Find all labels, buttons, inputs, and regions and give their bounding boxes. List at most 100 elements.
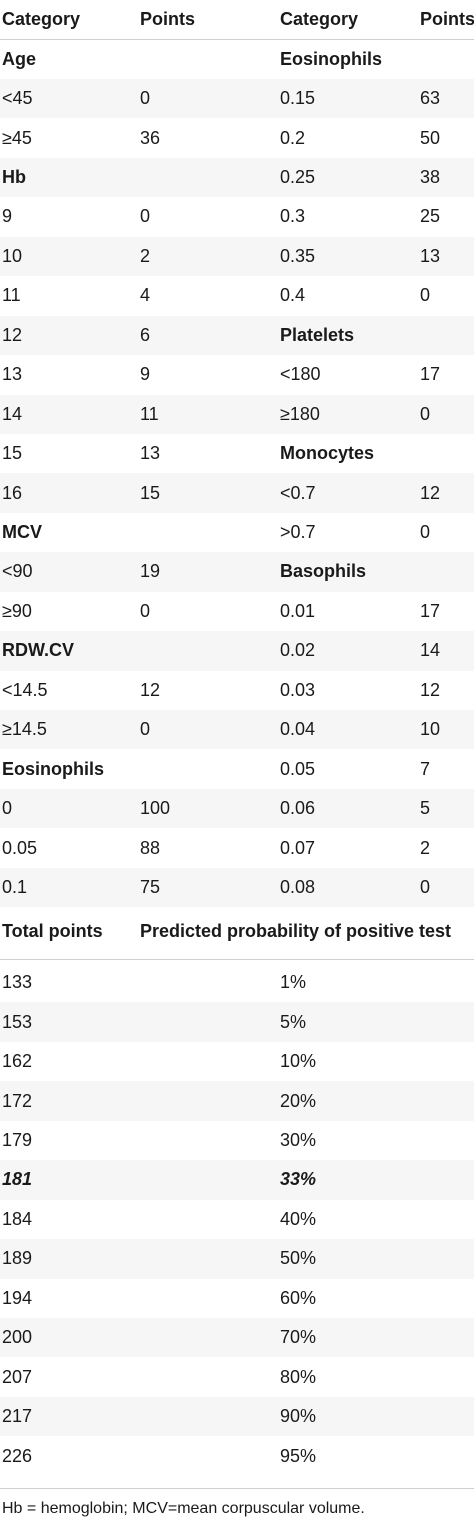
header-predicted-probability: Predicted probability of positive test [140, 921, 452, 942]
table-row: Hb 0.25 38 [0, 157, 474, 198]
points-cell: 0 [140, 600, 151, 621]
total-points-cell: 179 [2, 1129, 33, 1150]
table-row: 0 100 0.06 5 [0, 789, 474, 829]
footnote: Hb = hemoglobin; MCV=mean corpuscular vo… [2, 1500, 365, 1517]
total-points-cell: 217 [2, 1406, 33, 1427]
category-cell: 0.4 [280, 285, 306, 306]
category-cell: 0.03 [280, 679, 316, 700]
probability-cell: 80% [280, 1366, 317, 1387]
probability-cell: 33% [280, 1169, 317, 1190]
points-cell [140, 158, 274, 197]
points-cell: 0 [140, 88, 151, 109]
points-cell: 2 [420, 837, 431, 858]
points-cell: 17 [420, 600, 441, 621]
points-cell: 0 [420, 403, 431, 424]
points-cell: 9 [140, 364, 151, 385]
table-row: 15 13 Monocytes [0, 434, 474, 473]
points-cell: 13 [140, 443, 161, 464]
points-cell [140, 39, 274, 78]
header-total-points: Total points [2, 921, 103, 942]
points-cell [420, 316, 474, 355]
category-cell: Basophils [280, 561, 367, 582]
points-cell: 4 [140, 285, 151, 306]
table-row: 13 9 <180 17 [0, 355, 474, 394]
table-row: 133 1% [0, 963, 474, 1002]
category-cell: ≥180 [280, 403, 320, 424]
probability-cell: 20% [280, 1090, 317, 1111]
points-cell: 25 [420, 206, 441, 227]
category-cell: 0 [2, 798, 13, 819]
probability-cell: 10% [280, 1051, 317, 1072]
points-cell: 50 [420, 127, 441, 148]
category-cell: Eosinophils [280, 48, 383, 69]
table-row: 181 33% [0, 1160, 474, 1200]
total-points-cell: 172 [2, 1090, 33, 1111]
points-cell: 100 [140, 798, 171, 819]
category-cell: 0.1 [2, 877, 28, 898]
total-points-cell: 184 [2, 1208, 33, 1229]
table-row: 12 6 Platelets [0, 315, 474, 355]
table-row: 184 40% [0, 1200, 474, 1239]
table-row: 200 70% [0, 1318, 474, 1358]
category-cell: ≥45 [2, 127, 32, 148]
category-cell: Hb [2, 166, 26, 187]
points-cell: 13 [420, 245, 441, 266]
total-points-cell: 200 [2, 1327, 33, 1348]
table-row: 162 10% [0, 1042, 474, 1081]
category-cell: <14.5 [2, 679, 48, 700]
table-row: 0.05 88 0.07 2 [0, 828, 474, 867]
points-cell [140, 513, 274, 552]
points-cell: 15 [140, 482, 161, 503]
points-cell: 12 [140, 679, 161, 700]
total-points-cell: 207 [2, 1366, 33, 1387]
table-row: 217 90% [0, 1396, 474, 1437]
table-row: 14 11 ≥180 0 [0, 394, 474, 434]
category-cell: 0.04 [280, 719, 316, 740]
table-row: 226 95% [0, 1436, 474, 1475]
header-points: Points [420, 9, 474, 30]
category-cell: 0.2 [280, 127, 306, 148]
category-cell: 0.35 [280, 245, 316, 266]
points-cell: 10 [420, 719, 441, 740]
points-cell: 63 [420, 88, 441, 109]
table-row: 11 4 0.4 0 [0, 276, 474, 315]
probability-cell: 70% [280, 1327, 317, 1348]
category-cell: 0.25 [280, 166, 316, 187]
total-points-cell: 189 [2, 1248, 33, 1269]
table-row: <14.5 12 0.03 12 [0, 671, 474, 710]
points-cell: 2 [140, 245, 151, 266]
points-cell [420, 434, 474, 473]
header-row: Total points Predicted probability of pos… [0, 912, 474, 951]
category-cell: 11 [2, 285, 21, 306]
category-cell: 13 [2, 364, 23, 385]
points-cell [420, 39, 474, 78]
probability-cell: 60% [280, 1287, 317, 1308]
points-cell: 14 [420, 640, 441, 661]
category-cell: <45 [2, 88, 33, 109]
category-cell: 0.02 [280, 640, 316, 661]
table-row: 194 60% [0, 1279, 474, 1318]
header-category: Category [280, 9, 359, 30]
category-cell: <0.7 [280, 482, 316, 503]
table-row: <45 0 0.15 63 [0, 78, 474, 119]
table-row: ≥90 0 0.01 17 [0, 592, 474, 631]
category-cell: Eosinophils [2, 758, 105, 779]
total-points-cell: 194 [2, 1287, 33, 1308]
category-cell: 0.01 [280, 600, 316, 621]
points-cell: 0 [420, 877, 431, 898]
category-cell: 0.05 [280, 758, 316, 779]
points-cell: 17 [420, 364, 441, 385]
table-row: MCV >0.7 0 [0, 513, 474, 552]
category-cell: 16 [2, 482, 23, 503]
category-cell: 0.05 [2, 837, 38, 858]
category-cell: RDW.CV [2, 640, 74, 661]
points-cell: 11 [140, 403, 159, 424]
table-row: Age Eosinophils [0, 39, 474, 78]
category-cell: >0.7 [280, 522, 316, 543]
category-cell: 0.07 [280, 837, 316, 858]
points-cell: 0 [140, 719, 151, 740]
category-cell: 0.06 [280, 798, 316, 819]
table-row: ≥45 36 0.2 50 [0, 118, 474, 157]
table-row: 179 30% [0, 1121, 474, 1160]
points-cell: 5 [420, 798, 431, 819]
